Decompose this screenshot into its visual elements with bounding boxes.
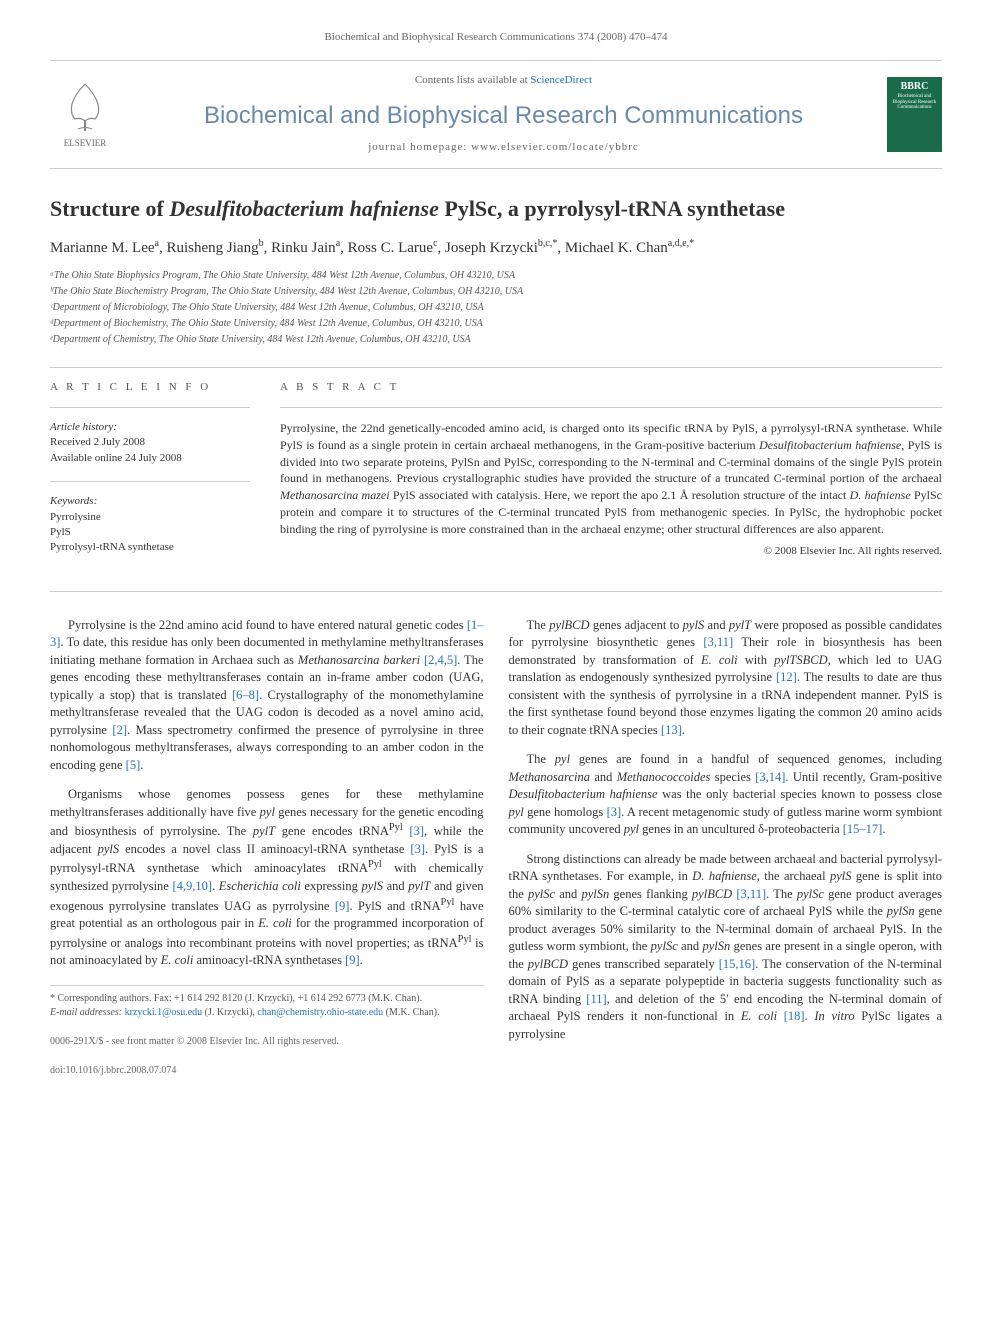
masthead-center: Contents lists available at ScienceDirec…: [120, 73, 887, 155]
keywords-label: Keywords:: [50, 494, 250, 509]
paragraph: The pyl genes are found in a handful of …: [509, 751, 943, 839]
article-title: Structure of Desulfitobacterium hafniens…: [50, 194, 942, 225]
email-link[interactable]: krzycki.1@osu.edu: [125, 1007, 203, 1018]
received-date: Received 2 July 2008: [50, 435, 250, 450]
divider: [280, 407, 942, 408]
email-who: (M.K. Chan).: [386, 1007, 440, 1018]
abstract: A B S T R A C T Pyrrolysine, the 22nd ge…: [280, 380, 942, 571]
abstract-copyright: © 2008 Elsevier Inc. All rights reserved…: [280, 544, 942, 559]
emails-label: E-mail addresses:: [50, 1007, 122, 1018]
keyword: Pyrrolysine: [50, 510, 250, 525]
divider: [50, 481, 250, 482]
running-header: Biochemical and Biophysical Research Com…: [50, 30, 942, 45]
email-line: E-mail addresses: krzycki.1@osu.edu (J. …: [50, 1006, 484, 1020]
journal-cover-thumbnail: BBRC Biochemical and Biophysical Researc…: [887, 77, 942, 152]
contents-available-line: Contents lists available at ScienceDirec…: [120, 73, 887, 88]
affiliation: ᵈDepartment of Biochemistry, The Ohio St…: [50, 317, 942, 331]
corresponding-author-note: * Corresponding authors. Fax: +1 614 292…: [50, 992, 484, 1006]
footnotes: * Corresponding authors. Fax: +1 614 292…: [50, 985, 484, 1020]
elsevier-tree-icon: [60, 79, 110, 134]
article-info-heading: A R T I C L E I N F O: [50, 380, 250, 395]
paragraph: The pylBCD genes adjacent to pylS and py…: [509, 617, 943, 740]
divider: [50, 407, 250, 408]
elsevier-logo: ELSEVIER: [50, 75, 120, 155]
affiliations: ᵃThe Ohio State Biophysics Program, The …: [50, 269, 942, 347]
sciencedirect-link[interactable]: ScienceDirect: [530, 74, 592, 86]
page: Biochemical and Biophysical Research Com…: [0, 0, 992, 1108]
divider: [50, 367, 942, 368]
article-history: Article history: Received 2 July 2008 Av…: [50, 420, 250, 466]
online-date: Available online 24 July 2008: [50, 451, 250, 466]
article-info: A R T I C L E I N F O Article history: R…: [50, 380, 250, 571]
affiliation: ᵃThe Ohio State Biophysics Program, The …: [50, 269, 942, 283]
affiliation: ᵉDepartment of Chemistry, The Ohio State…: [50, 333, 942, 347]
keyword: Pyrrolysyl-tRNA synthetase: [50, 540, 250, 555]
journal-title: Biochemical and Biophysical Research Com…: [120, 99, 887, 133]
cover-abbrev: BBRC: [901, 80, 929, 94]
affiliation: ᵇThe Ohio State Biochemistry Program, Th…: [50, 285, 942, 299]
masthead: ELSEVIER Contents lists available at Sci…: [50, 60, 942, 168]
body-columns: Pyrrolysine is the 22nd amino acid found…: [50, 617, 942, 1078]
abstract-text: Pyrrolysine, the 22nd genetically-encode…: [280, 420, 942, 538]
right-column: The pylBCD genes adjacent to pylS and py…: [509, 617, 943, 1078]
history-label: Article history:: [50, 420, 250, 435]
abstract-heading: A B S T R A C T: [280, 380, 942, 395]
author-list: Marianne M. Leea, Ruisheng Jiangb, Rinku…: [50, 237, 942, 259]
divider: [50, 591, 942, 592]
email-link[interactable]: chan@chemistry.ohio-state.edu: [257, 1007, 383, 1018]
paragraph: Pyrrolysine is the 22nd amino acid found…: [50, 617, 484, 775]
publisher-name: ELSEVIER: [64, 137, 107, 150]
affiliation: ᶜDepartment of Microbiology, The Ohio St…: [50, 301, 942, 315]
paragraph: Strong distinctions can already be made …: [509, 851, 943, 1044]
paragraph: Organisms whose genomes possess genes fo…: [50, 786, 484, 970]
keyword: PylS: [50, 525, 250, 540]
info-abstract-row: A R T I C L E I N F O Article history: R…: [50, 380, 942, 571]
email-who: (J. Krzycki),: [205, 1007, 255, 1018]
front-matter-line: 0006-291X/$ - see front matter © 2008 El…: [50, 1035, 484, 1049]
left-column: Pyrrolysine is the 22nd amino acid found…: [50, 617, 484, 1078]
doi-line: doi:10.1016/j.bbrc.2008.07.074: [50, 1064, 484, 1078]
cover-small-text: Biochemical and Biophysical Research Com…: [890, 94, 939, 111]
keywords-block: Keywords: Pyrrolysine PylS Pyrrolysyl-tR…: [50, 494, 250, 556]
journal-homepage: journal homepage: www.elsevier.com/locat…: [120, 140, 887, 155]
contents-prefix: Contents lists available at: [415, 74, 530, 86]
